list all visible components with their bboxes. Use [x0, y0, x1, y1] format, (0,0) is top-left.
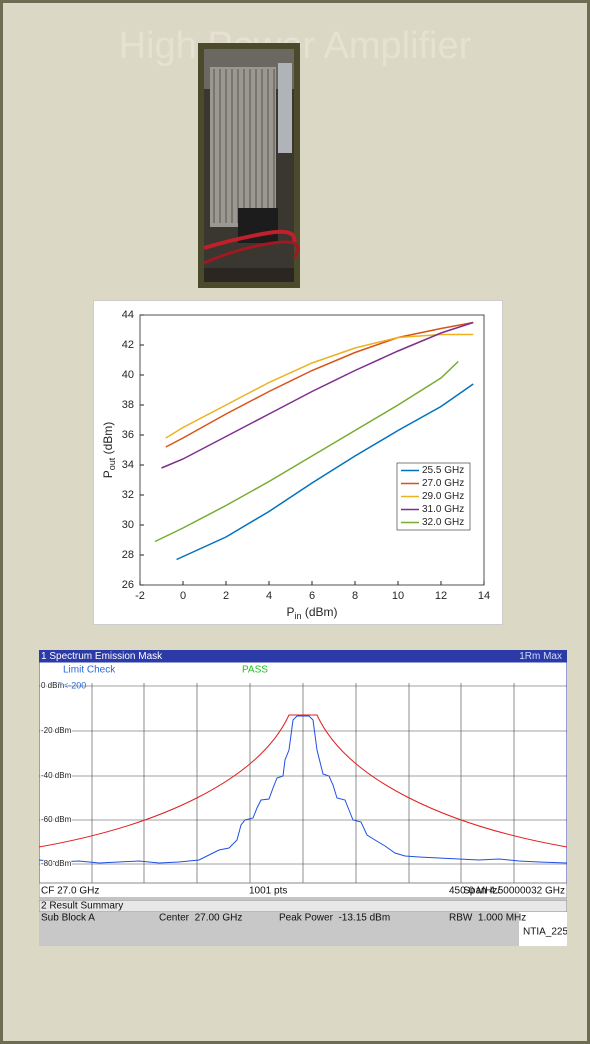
summary-cell: Peak Power -13.15 dBm: [279, 913, 390, 924]
x-axis-label-main: P: [286, 605, 294, 619]
limit-line-label: P<-200: [57, 680, 86, 690]
x-tick-label: 12: [435, 590, 447, 602]
x-tick-label: 8: [352, 590, 358, 602]
limit-check: Limit Check: [63, 665, 116, 676]
y-tick-label: 36: [122, 429, 134, 441]
series-line: [165, 321, 474, 448]
x-axis-label-unit: (dBm): [302, 605, 338, 619]
legend-label: 29.0 GHz: [422, 491, 464, 502]
x-tick-label: 4: [266, 590, 272, 602]
y-tick-label: 44: [122, 309, 134, 321]
summary-header: 2 Result Summary: [41, 901, 123, 912]
spectrum-footer: CF 27.0 GHz: [41, 886, 99, 897]
spectrum-footer: 450.0 MHz/: [449, 886, 500, 897]
spectrum-y-label: -40 dBm: [41, 771, 72, 780]
series-line: [176, 383, 474, 561]
y-tick-label: 30: [122, 519, 134, 531]
y-axis-label-unit: (dBm): [101, 422, 115, 458]
x-tick-label: 2: [223, 590, 229, 602]
y-tick-label: 40: [122, 369, 134, 381]
spectrum-screenshot: 1 Spectrum Emission Mask 1Rm Max Limit Che…: [39, 650, 567, 946]
legend-label: 32.0 GHz: [422, 517, 464, 528]
y-tick-label: 42: [122, 339, 134, 351]
spectrum-footer: 1001 pts: [249, 886, 287, 897]
y-tick-label: 28: [122, 549, 134, 561]
spectrum-y-label: 0 dBm: [41, 681, 64, 690]
amplifier-photo: [198, 43, 300, 288]
y-axis-label-sub: out: [107, 457, 117, 470]
legend-label: 25.5 GHz: [422, 465, 464, 476]
trace-label: 1Rm Max: [519, 651, 562, 662]
limit-result: PASS: [242, 665, 268, 676]
x-tick-label: 0: [180, 590, 186, 602]
legend-label: 31.0 GHz: [422, 504, 464, 515]
x-tick-label: 10: [392, 590, 404, 602]
series-line: [165, 333, 474, 439]
y-axis-label: Pout (dBm): [101, 422, 117, 479]
summary-cell: Center 27.00 GHz: [159, 913, 242, 924]
series-line: [154, 360, 459, 543]
y-axis-label-main: P: [101, 470, 115, 478]
summary-cell: NTIA_225MHz: [523, 927, 567, 938]
summary-cell: Sub Block A: [41, 913, 95, 924]
spectrum-footer: Span 4.50000032 GHz: [463, 886, 565, 897]
series-line: [161, 321, 474, 469]
y-tick-label: 26: [122, 579, 134, 591]
x-tick-label: -2: [135, 590, 145, 602]
legend-label: 27.0 GHz: [422, 478, 464, 489]
spectrum-y-label: -20 dBm: [41, 726, 72, 735]
pout-pin-chart: -2 0 2 4 6 8 10 12 14 26 28 30 32 34 36 38 40 42 44 Pin (dB…: [93, 300, 503, 625]
spectrum-y-label: -80 dBm: [41, 859, 72, 868]
y-tick-label: 34: [122, 459, 134, 471]
y-tick-label: 32: [122, 489, 134, 501]
y-tick-label: 38: [122, 399, 134, 411]
x-tick-label: 6: [309, 590, 315, 602]
spectrum-y-label: -60 dBm: [41, 815, 72, 824]
x-axis-label-sub: in: [295, 611, 302, 621]
spectrum-header: 1 Spectrum Emission Mask: [41, 651, 163, 662]
x-axis-label: Pin (dBm): [286, 605, 337, 621]
summary-cell: RBW 1.000 MHz: [449, 913, 526, 924]
x-tick-label: 14: [478, 590, 490, 602]
